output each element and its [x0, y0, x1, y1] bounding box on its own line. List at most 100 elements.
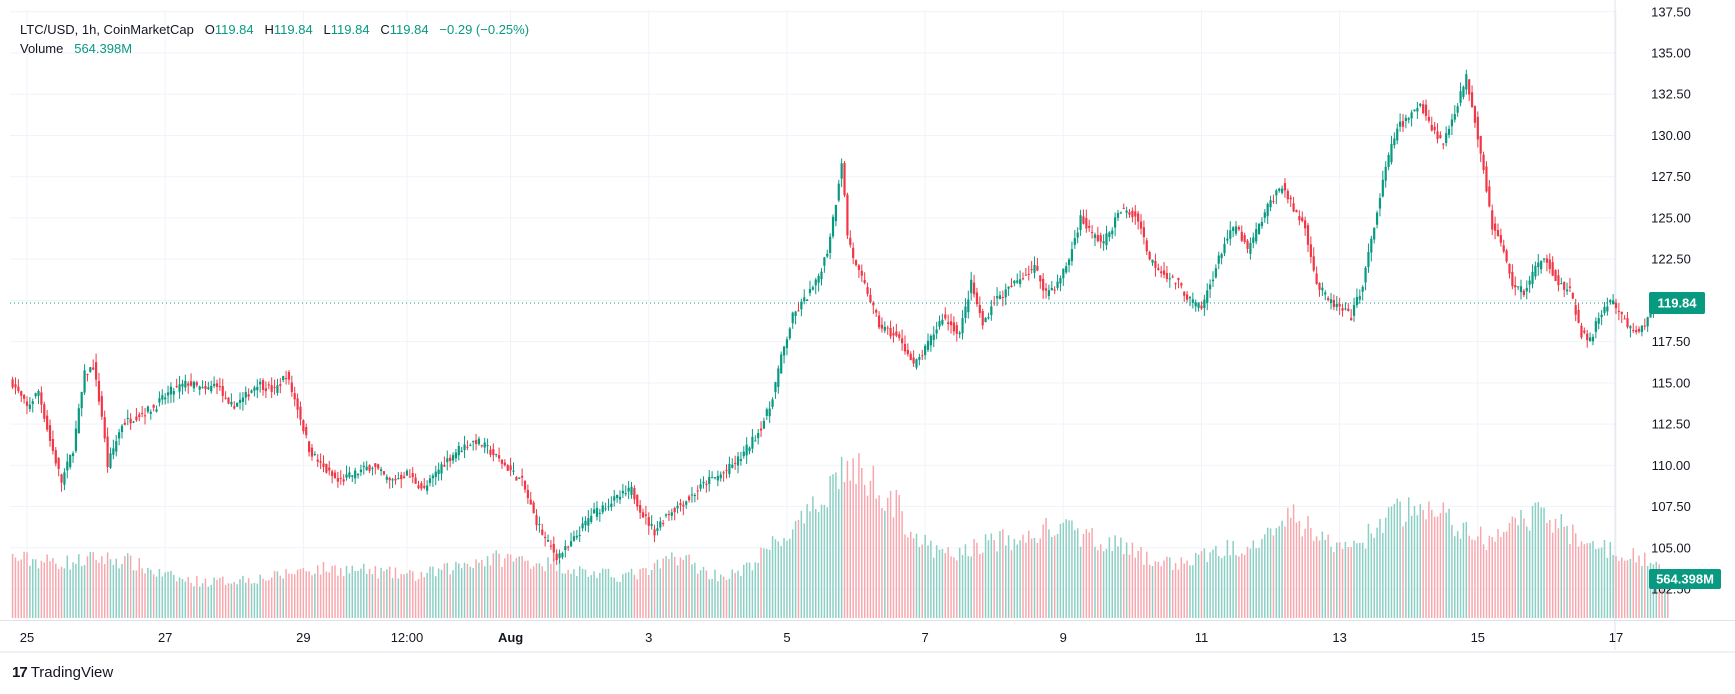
- candle-body: [765, 409, 768, 416]
- volume-bar: [1551, 532, 1554, 618]
- candle-body: [777, 368, 780, 387]
- time-tick-label: Aug: [498, 630, 523, 645]
- candle-body: [1206, 290, 1209, 303]
- volume-bar: [901, 511, 903, 618]
- candle-body: [1119, 212, 1122, 214]
- volume-bar: [127, 553, 129, 618]
- volume-bar: [1295, 522, 1298, 618]
- legend-open-label: O: [204, 22, 215, 37]
- candle-body: [1488, 186, 1491, 207]
- volume-bar: [20, 559, 22, 618]
- volume-bar: [279, 575, 282, 618]
- candle-body: [667, 514, 671, 516]
- candle-body: [1511, 271, 1514, 287]
- candle-body: [1649, 310, 1652, 318]
- candle-body: [895, 331, 898, 336]
- candle-body: [1321, 287, 1324, 291]
- candle-body: [1114, 217, 1117, 228]
- volume-bar: [1537, 502, 1540, 618]
- candle-body: [823, 257, 826, 266]
- volume-bar: [601, 568, 604, 618]
- candle-body: [1361, 286, 1364, 292]
- volume-bar: [147, 567, 149, 618]
- candle-body: [141, 413, 144, 415]
- candle-body: [1465, 74, 1468, 90]
- volume-bar: [109, 559, 112, 618]
- volume-bar: [501, 566, 503, 618]
- volume-bar: [564, 573, 567, 618]
- volume-bar: [1589, 543, 1591, 618]
- candle-body: [80, 391, 83, 409]
- candle-body: [759, 428, 763, 431]
- candle-body: [1065, 266, 1068, 273]
- volume-bar: [414, 580, 417, 618]
- candle-body: [17, 386, 20, 392]
- candle-body: [46, 415, 49, 430]
- volume-bar: [250, 583, 253, 618]
- volume-bar: [904, 534, 906, 618]
- candle-body: [1309, 244, 1312, 257]
- candle-body: [247, 394, 250, 397]
- candle-body: [354, 470, 357, 479]
- candle-body: [676, 505, 679, 509]
- legend-volume-label[interactable]: Volume: [20, 41, 64, 56]
- volume-bar: [1606, 557, 1609, 618]
- candle-body: [411, 473, 414, 478]
- candle-body: [1588, 337, 1592, 342]
- volume-bar: [1065, 519, 1067, 618]
- volume-bar: [1387, 507, 1390, 618]
- volume-bar: [1448, 508, 1450, 618]
- candle-body: [31, 401, 34, 405]
- volume-bar: [506, 553, 509, 618]
- candle-body: [1505, 250, 1508, 262]
- volume-bar: [311, 575, 313, 618]
- volume-bar: [967, 556, 970, 618]
- volume-bar: [1249, 548, 1252, 618]
- candle-body: [512, 470, 515, 472]
- candle-body: [535, 515, 538, 526]
- candle-body: [578, 534, 581, 537]
- candle-body: [863, 279, 866, 284]
- volume-bar: [1189, 565, 1191, 618]
- volume-bar: [728, 578, 731, 618]
- volume-bar: [1439, 512, 1442, 618]
- volume-bar: [1102, 551, 1105, 618]
- candle-body: [1422, 104, 1425, 114]
- volume-bar: [852, 458, 854, 618]
- candle-body: [569, 541, 573, 547]
- candle-body: [1476, 116, 1479, 140]
- tradingview-branding[interactable]: 17 TradingView: [12, 664, 113, 681]
- candle-body: [1042, 278, 1045, 291]
- volume-bar: [725, 580, 728, 618]
- volume-bar: [124, 556, 126, 618]
- candle-body: [57, 458, 60, 469]
- volume-bar: [717, 581, 719, 618]
- volume-bar: [150, 569, 152, 618]
- candle-body: [794, 311, 797, 317]
- candle-body: [1626, 318, 1629, 328]
- volume-bar: [216, 579, 218, 618]
- volume-bar: [98, 562, 100, 618]
- candle-body: [1157, 268, 1160, 270]
- volume-bar: [918, 547, 921, 618]
- volume-bar: [886, 497, 889, 618]
- volume-bar: [1163, 560, 1165, 618]
- candle-body: [1574, 305, 1577, 315]
- volume-bar: [1243, 554, 1246, 618]
- volume-badge-text: 564.398M: [1656, 572, 1714, 587]
- candle-body: [1039, 275, 1042, 282]
- legend-symbol[interactable]: LTC/USD, 1h, CoinMarketCap: [20, 22, 194, 37]
- volume-bar: [1436, 516, 1439, 618]
- candle-body: [1635, 330, 1638, 333]
- candle-body: [486, 445, 489, 447]
- candle-body: [97, 380, 101, 402]
- candle-body: [639, 505, 642, 513]
- candle-body: [552, 543, 555, 553]
- candle-body: [120, 425, 124, 432]
- volume-bar: [740, 576, 742, 618]
- volume-bar: [1022, 534, 1024, 618]
- candle-body: [800, 301, 803, 310]
- candle-body: [264, 388, 268, 392]
- volume-bar: [17, 560, 20, 618]
